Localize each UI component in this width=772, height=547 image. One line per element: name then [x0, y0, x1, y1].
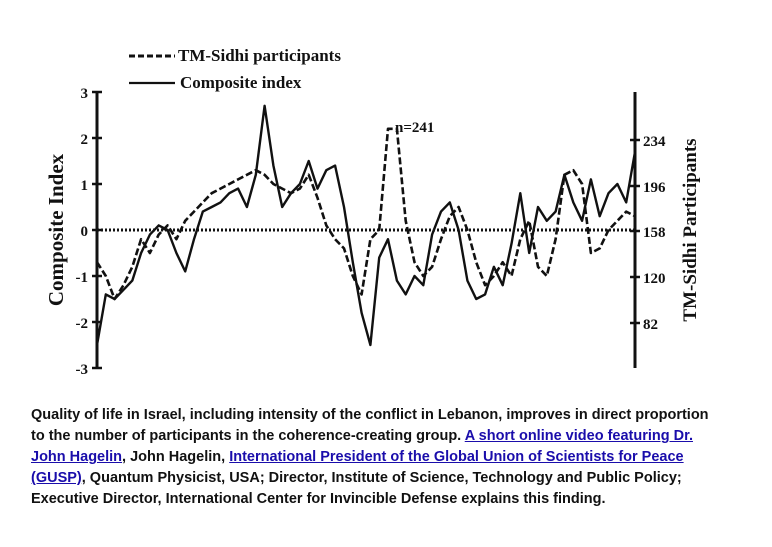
caption-link-gusp[interactable]: International President of the Global Un… [31, 449, 684, 486]
peak-annotation: n=241 [395, 120, 434, 136]
series-line-composite-index [95, 104, 637, 347]
left-tick-label-0: 0 [81, 224, 89, 240]
caption-link-video[interactable]: A short online video featuring Dr. John … [31, 428, 693, 465]
right-axis-title: TM-Sidhi Participants [680, 138, 701, 321]
caption-text-3: , Quantum Physicist, USA; Director, Inst… [31, 470, 682, 507]
caption-text-1: Quality of life in Israel, including int… [31, 407, 709, 444]
right-tick-label-82: 82 [643, 317, 658, 333]
left-tick-label-2: 2 [81, 132, 89, 148]
right-tick-label-196: 196 [643, 180, 666, 196]
left-tick-label-1: 1 [81, 178, 89, 194]
right-tick-label-158: 158 [643, 225, 666, 241]
left-axis-title: Composite Index [44, 153, 68, 306]
caption-text-2: , John Hagelin, [122, 449, 230, 465]
right-axis: 234 196 158 120 82 TM-Sidhi Participants [630, 92, 701, 368]
left-tick-label-m1: -1 [76, 270, 89, 286]
plot-area [95, 104, 637, 347]
left-tick-label-m3: -3 [76, 362, 89, 378]
series-line-tm-sidhi-participants [95, 127, 636, 301]
legend-label-composite: Composite index [180, 73, 302, 92]
legend: TM-Sidhi participants Composite index [129, 46, 341, 92]
left-tick-label-m2: -2 [76, 316, 89, 332]
right-tick-label-120: 120 [643, 271, 666, 287]
left-axis: 3 2 1 0 -1 -2 -3 Composite Index [44, 86, 102, 378]
chart: TM-Sidhi participants Composite index 3 … [44, 46, 701, 378]
legend-label-tm-sidhi: TM-Sidhi participants [178, 46, 341, 65]
left-tick-label-3: 3 [81, 86, 89, 102]
right-tick-label-234: 234 [643, 134, 666, 150]
figure-caption: Quality of life in Israel, including int… [31, 405, 721, 510]
